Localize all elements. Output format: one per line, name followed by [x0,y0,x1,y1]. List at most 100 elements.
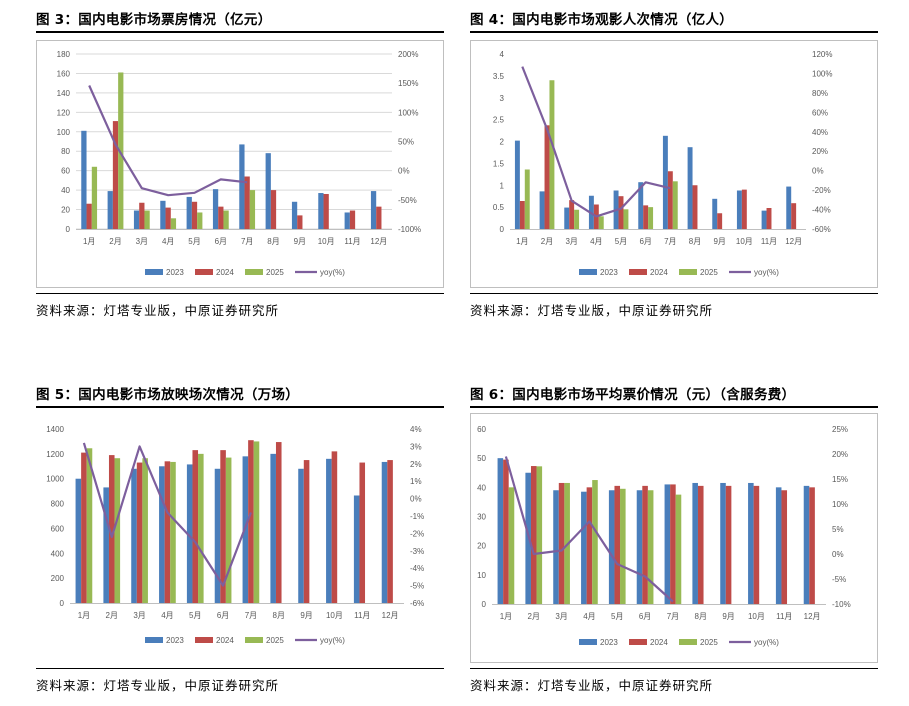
bar-2023 [608,490,615,604]
bar-2025 [225,457,232,603]
bar-2025 [508,487,515,604]
x-tick-label: 10月 [748,612,765,621]
bar-2025 [647,490,654,604]
y-right-tick-label: 0% [410,495,422,504]
x-tick-label: 9月 [294,237,306,246]
y-left-tick-label: 0.5 [493,203,505,212]
y-right-tick-label: 50% [398,138,414,147]
source-note: 资料来源：灯塔专业版，中原证券研究所 [470,678,714,693]
legend-swatch-2025 [679,269,697,275]
y-right-tick-label: -20% [812,186,831,195]
y-right-tick-label: 200% [398,50,418,59]
bar-2025 [118,72,124,229]
x-tick-label: 8月 [689,237,701,246]
bar-2023 [353,495,360,603]
y-left-tick-label: 400 [51,549,65,558]
source-rule [36,668,444,669]
y-left-tick-label: 50 [477,454,486,463]
bar-2023 [564,207,570,229]
bar-2023 [133,210,140,229]
y-right-tick-label: 100% [812,69,832,78]
bar-2025 [249,190,256,229]
y-right-tick-label: 2% [410,460,422,469]
bar-2023 [638,182,644,229]
bar-2025 [198,453,204,603]
chart-avg-ticket-price: 0 10 20 30 40 50 60 -10% -5% 0% 5% 10% 15% 20% 25% 1月 2月… [470,413,878,663]
bar-2023 [514,140,520,229]
bar-2024 [530,466,537,604]
legend-swatch-2024 [195,269,213,275]
source-note: 资料来源：灯塔专业版，中原证券研究所 [36,303,280,318]
bar-2024 [618,196,624,229]
bar-2023 [298,468,304,603]
bar-2023 [239,144,245,229]
y-right-tick-label: -40% [812,206,831,215]
y-left-tick-label: 10 [477,571,486,580]
x-tick-label: 6月 [217,611,229,620]
y-right-tick-label: 5% [832,525,844,534]
x-tick-label: 9月 [713,237,725,246]
bar-2024 [218,206,224,229]
line-yoy [82,442,252,587]
x-tick-label: 4月 [162,237,174,246]
bar-2025 [623,209,629,229]
bar-2025 [170,461,176,603]
y-left-tick-label: 20 [61,206,70,215]
y-right-tick-label: 120% [812,50,832,59]
bar-2025 [142,458,148,603]
x-tick-label: 4月 [590,237,602,246]
bar-2024 [81,452,87,603]
x-tick-label: 5月 [615,237,627,246]
line-yoy [88,85,248,197]
legend-label: yoy(%) [754,268,779,277]
legend-swatch-2023 [579,639,597,645]
y-right-tick-label: -5% [832,575,846,584]
y-right-tick-label: -2% [410,529,424,538]
legend-swatch-2023 [145,269,163,275]
bar-2025 [91,166,98,229]
x-tick-label: 5月 [189,611,201,620]
y-right-tick-label: 25% [832,425,848,434]
y-right-tick-label: 40% [812,128,828,137]
bar-2025 [86,448,93,603]
y-left-tick-label: 60 [61,167,70,176]
legend-label: 2025 [700,268,718,277]
bar-2023 [186,196,192,229]
bar-2024 [359,462,366,603]
y-left-tick-label: 1 [500,181,505,190]
bar-2024 [614,485,621,604]
y-left-tick-label: 600 [51,524,65,533]
bar-2024 [275,442,282,603]
legend-swatch-2023 [145,637,163,643]
x-tick-label: 10月 [736,237,753,246]
bar-2023 [159,466,165,603]
x-tick-label: 8月 [273,611,285,620]
legend-swatch-2023 [579,269,597,275]
bar-2024 [670,484,676,604]
y-right-tick-label: -100% [398,225,421,234]
title-rule [470,406,878,408]
x-tick-label: 9月 [300,611,312,620]
legend-label: yoy(%) [320,636,345,645]
bar-2025 [524,169,530,229]
bar-2023 [75,478,82,603]
x-tick-label: 5月 [188,237,200,246]
bar-2025 [170,218,177,229]
bar-2024 [270,190,277,229]
figure-title: 图 5：国内电影市场放映场次情况（万场） [36,387,300,403]
y-left-tick-label: 1200 [46,450,64,459]
x-tick-label: 1月 [516,237,528,246]
bar-2024 [569,200,575,229]
bar-2025 [592,480,598,604]
x-tick-label: 10月 [326,611,343,620]
bar-2023 [270,453,276,603]
chart-admissions: 0 0.5 1 1.5 2 2.5 3 3.5 4 -60% -40% -20% 0% 20% 40% 60%… [470,40,878,288]
bar-2023 [786,186,792,229]
bar-2024 [331,451,338,603]
bar-2023 [265,153,271,229]
legend-label: 2023 [166,636,184,645]
y-left-tick-label: 120 [57,108,71,117]
source-note: 资料来源：灯塔专业版，中原证券研究所 [36,678,280,693]
x-tick-label: 3月 [555,612,567,621]
bar-2024 [139,202,145,229]
